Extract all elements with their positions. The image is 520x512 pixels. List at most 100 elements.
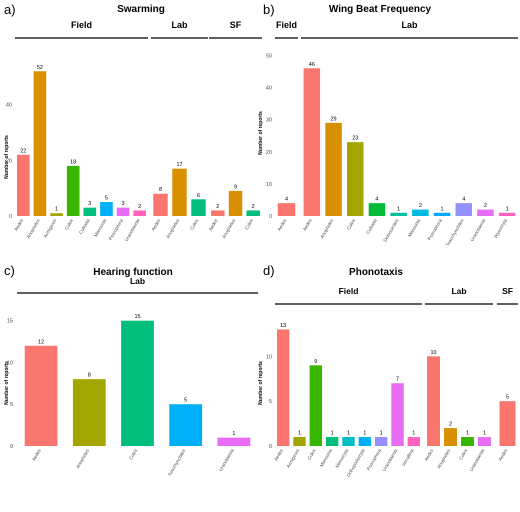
bar [478,437,491,446]
bar-value-label: 5 [506,395,509,401]
bar [72,379,106,446]
y-tick-label: 20 [266,150,272,156]
y-tick-label: 0 [9,214,12,220]
facet-label: Lab [401,20,418,30]
bar-value-label: 1 [441,206,444,212]
y-ticks-layer: 0 20 40 [6,103,12,220]
bar-value-label: 1 [483,431,486,437]
category-tick-label: Aedes [151,217,162,231]
bar [169,404,203,446]
bar-value-label: 5 [184,398,187,404]
group-strips-layer: Field Lab [275,20,518,39]
y-ticks-layer: 0 5 10 15 [7,319,13,450]
bar [433,212,451,216]
y-tick-label: 0 [269,444,272,450]
bar-value-label: 9 [314,359,317,365]
bar-value-label: 1 [412,431,415,437]
bar [133,210,147,216]
category-tick-label: Aedes [31,447,42,461]
category-tick-label: Aedes [498,447,509,461]
bar [121,320,154,446]
bar-value-label: 2 [252,204,255,210]
facet-label: Field [339,286,359,296]
panel-letter: b) [263,2,275,17]
panel-letter: a) [4,2,16,17]
bar-value-label: 1 [298,431,301,437]
bar-value-label: 4 [285,197,288,203]
y-tick-label: 40 [266,86,272,92]
y-axis-label: Number of reports [4,135,10,179]
bar [33,71,47,217]
bar [412,209,429,216]
bar-value-label: 8 [159,187,162,193]
bar [498,212,516,216]
bar [303,68,321,217]
panel-title: Wing Beat Frequency [329,4,432,15]
bar [477,209,494,216]
bar [211,210,225,216]
y-tick-label: 50 [266,53,272,59]
category-tick-label: Culex [189,217,200,230]
group-strips-layer: Field Lab SF [275,286,518,305]
bars-layer: 12Aedes8Anopheles15Culex5Toxorhynchites1… [24,314,251,477]
bar [390,212,407,216]
facet-label: Field [71,20,92,30]
bar [461,437,474,446]
panel-title: Phonotaxis [349,267,403,278]
bar-value-label: 13 [280,323,286,329]
bar [309,365,323,446]
panel-letter: d) [263,263,275,278]
category-tick-label: Culex [244,217,255,230]
bar-value-label: 4 [375,197,378,203]
y-tick-label: 20 [6,158,12,164]
facet-label: Lab [130,276,145,286]
bar [391,383,404,446]
bar [172,168,187,216]
category-tick-label: Aedes [277,217,288,231]
bar-value-label: 1 [380,431,383,437]
panel-title: Swarming [117,4,165,15]
group-strips-layer: Lab [17,276,258,294]
bar-value-label: 5 [105,196,108,202]
y-tick-label: 40 [6,103,12,109]
bar-value-label: 22 [20,148,26,154]
facet-label: SF [502,286,513,296]
bar [407,437,421,446]
bar-value-label: 29 [330,116,336,122]
y-tick-label: 10 [7,360,13,366]
y-tick-label: 5 [269,399,272,405]
bar [368,203,386,216]
y-tick-label: 15 [7,319,13,325]
bar-value-label: 8 [88,373,91,379]
bar-value-label: 1 [466,431,469,437]
bar [100,202,113,216]
bar-value-label: 1 [397,206,400,212]
bar-value-label: 17 [176,162,182,168]
bar [228,190,243,216]
bar-value-label: 10 [430,350,436,356]
bar-value-label: 9 [234,184,237,190]
category-tick-label: Culex [64,217,75,230]
category-tick-label: Aedes [302,217,313,231]
category-tick-label: Culex [346,217,357,230]
y-axis-label: Number of reports [4,361,10,405]
bar [325,437,339,446]
facet-label: SF [230,20,242,30]
bar-value-label: 23 [352,136,358,142]
bar [24,345,58,446]
bar [444,428,457,446]
bar-value-label: 1 [331,431,334,437]
bar-value-label: 6 [197,193,200,199]
bar [358,437,372,446]
bar [499,401,516,446]
bar-value-label: 1 [347,431,350,437]
bar [83,207,97,216]
category-tick-label: Aedes [273,447,284,461]
bar-value-label: 18 [70,159,76,165]
bar-value-label: 2 [449,422,452,428]
bar [50,213,63,216]
y-tick-label: 10 [266,182,272,188]
y-axis-label: Number of reports [258,111,264,155]
bar-value-label: 2 [138,204,141,210]
